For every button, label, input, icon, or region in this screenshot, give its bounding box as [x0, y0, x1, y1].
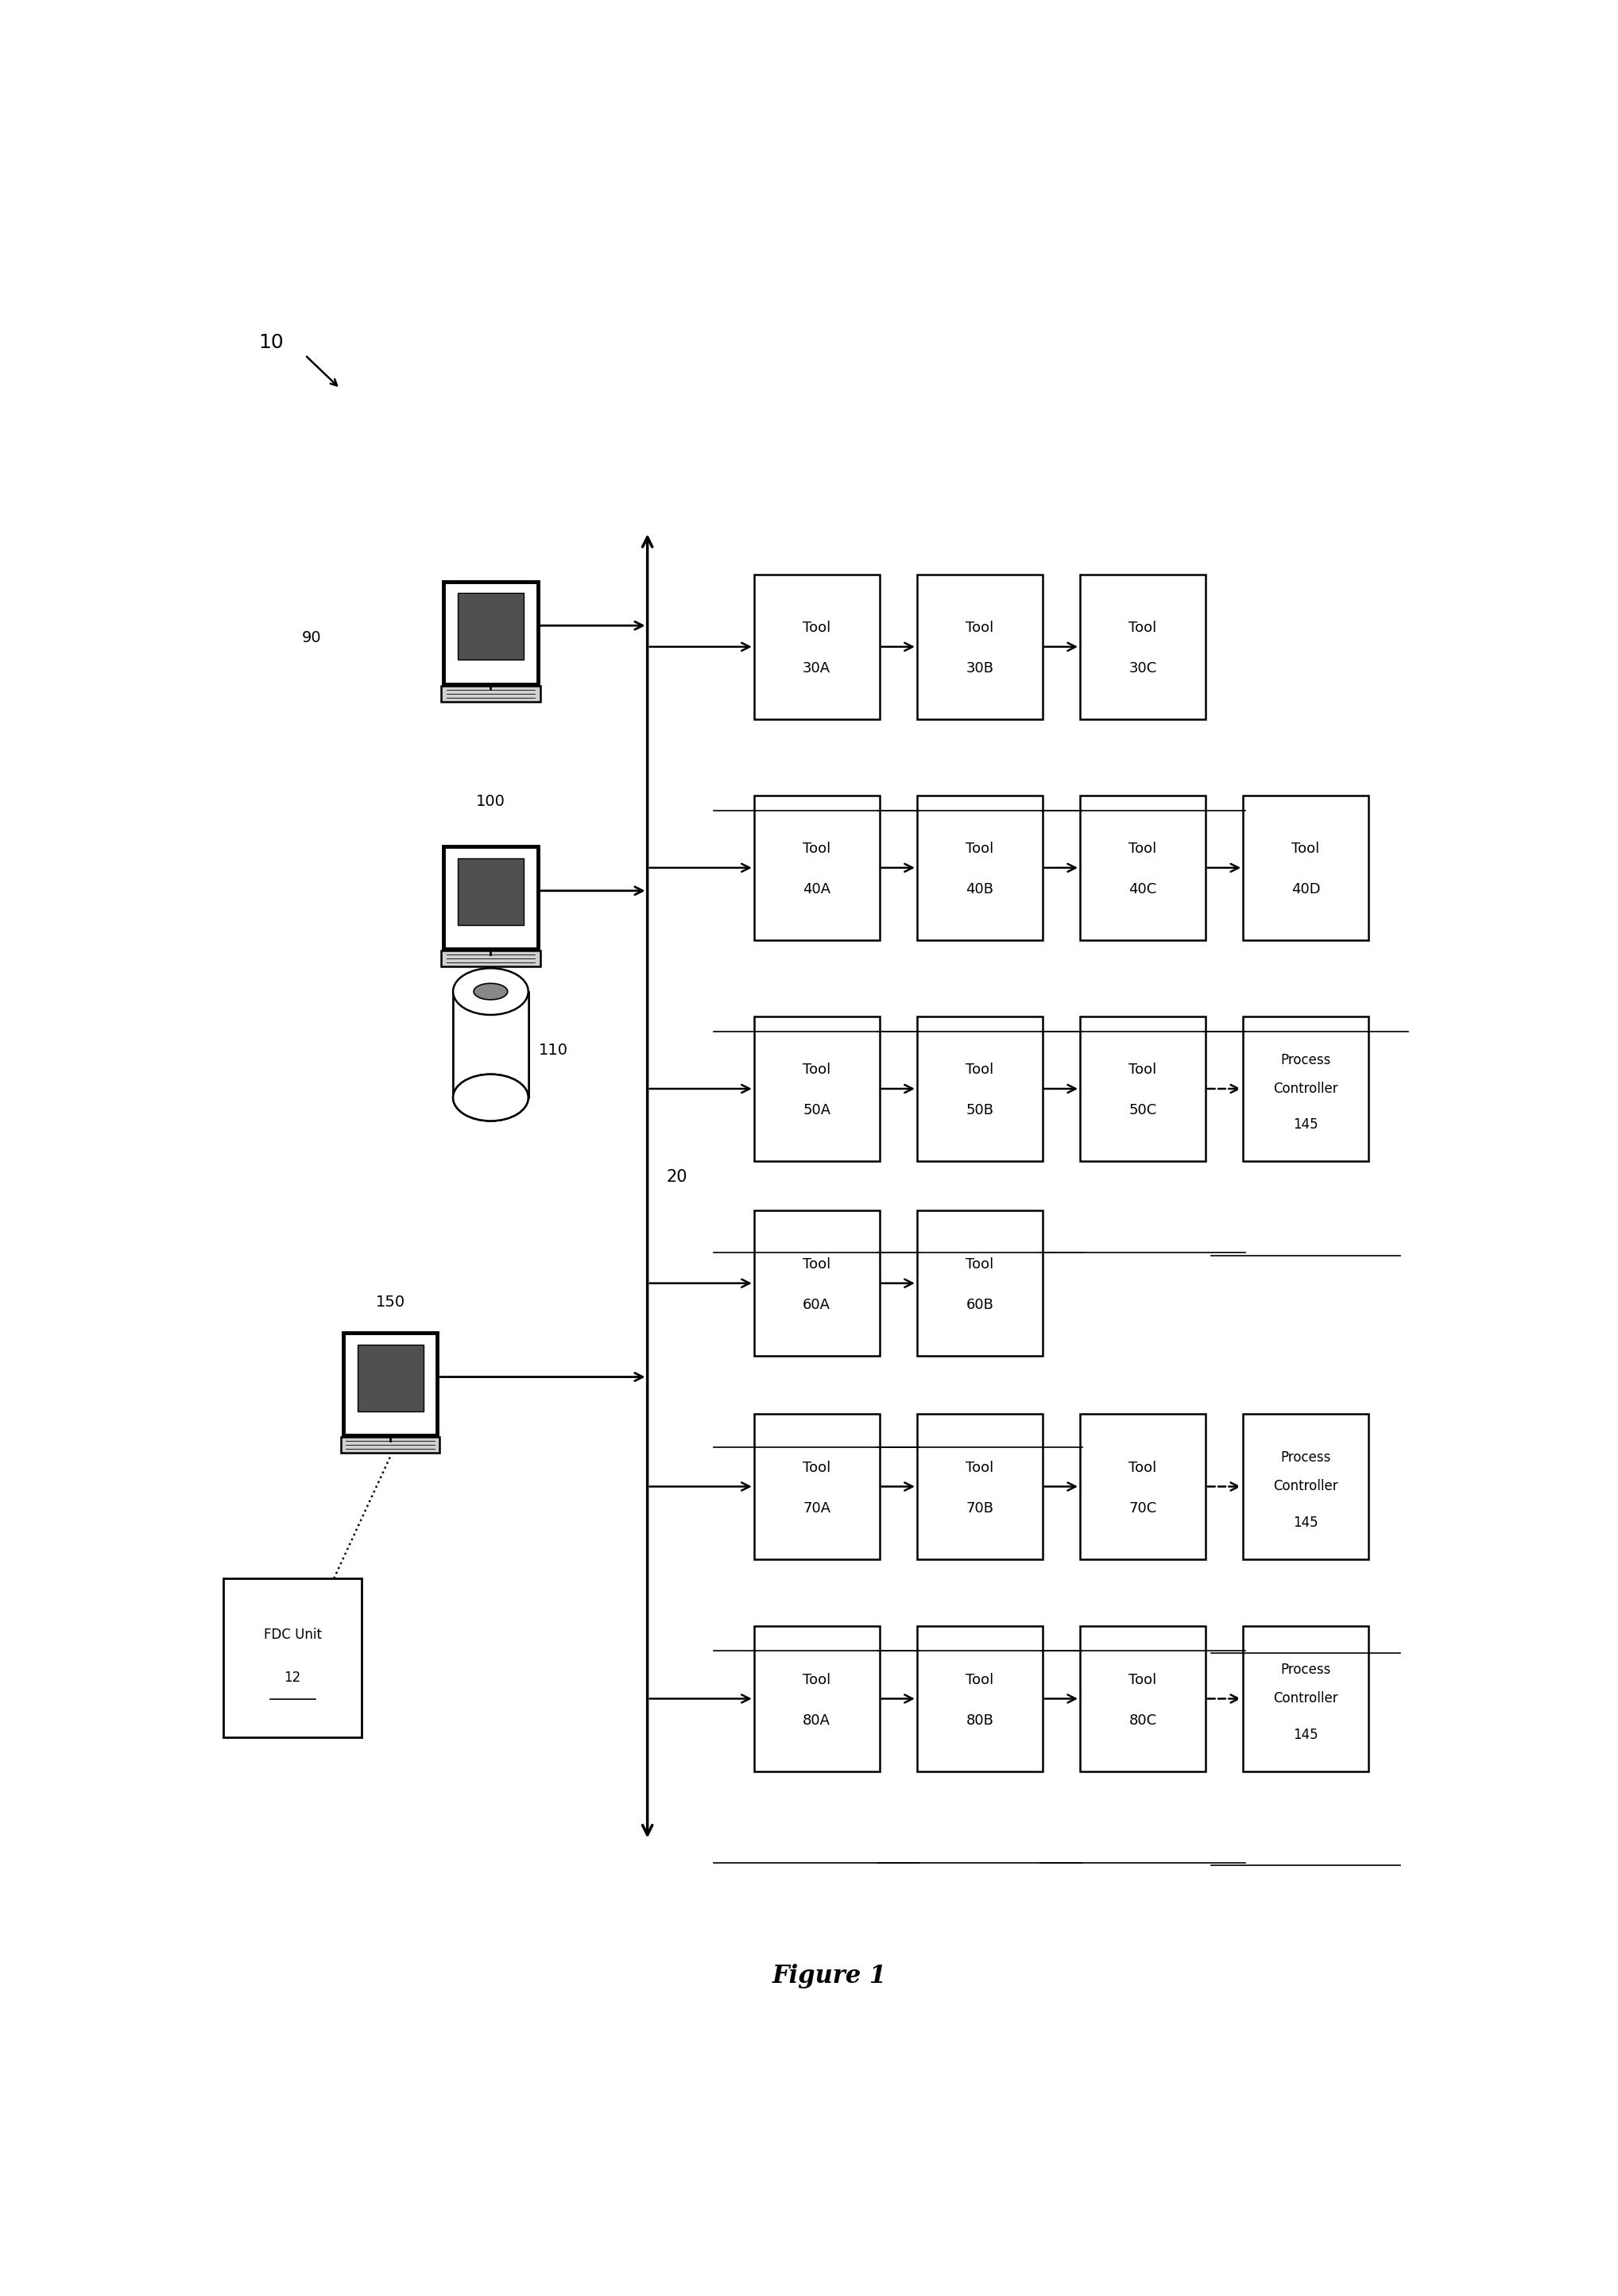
Ellipse shape — [474, 983, 508, 999]
Text: 70B: 70B — [966, 1502, 993, 1515]
Text: 30C: 30C — [1129, 661, 1157, 675]
Ellipse shape — [453, 1075, 527, 1120]
Text: 70A: 70A — [803, 1502, 830, 1515]
Text: Controller: Controller — [1273, 1081, 1338, 1095]
Text: Figure 1: Figure 1 — [772, 1963, 887, 1988]
Bar — [223, 1577, 361, 1738]
Text: Controller: Controller — [1273, 1692, 1338, 1706]
Text: 150: 150 — [375, 1295, 404, 1309]
Text: 100: 100 — [476, 794, 505, 810]
Text: Tool: Tool — [1129, 1460, 1157, 1474]
Bar — [442, 687, 540, 703]
Text: Process: Process — [1280, 1662, 1332, 1676]
Text: Tool: Tool — [1129, 1063, 1157, 1077]
Bar — [1243, 1626, 1369, 1770]
Bar — [1243, 1414, 1369, 1559]
Text: 80C: 80C — [1129, 1713, 1157, 1727]
Text: Controller: Controller — [1273, 1479, 1338, 1495]
Bar — [754, 794, 880, 941]
Text: Tool: Tool — [1129, 620, 1157, 636]
Bar — [754, 1414, 880, 1559]
Bar — [917, 1210, 1042, 1355]
Bar — [917, 1017, 1042, 1162]
Bar — [754, 1626, 880, 1770]
Bar — [341, 1437, 440, 1453]
Bar — [358, 1345, 424, 1412]
Text: Tool: Tool — [803, 620, 830, 636]
Bar — [1081, 1017, 1205, 1162]
Text: 20: 20 — [667, 1169, 688, 1185]
Text: Process: Process — [1280, 1451, 1332, 1465]
Text: Tool: Tool — [803, 1674, 830, 1688]
Text: Tool: Tool — [1291, 843, 1320, 856]
Bar — [453, 992, 527, 1097]
Text: Tool: Tool — [966, 1258, 993, 1272]
Bar — [917, 1414, 1042, 1559]
Text: Tool: Tool — [966, 843, 993, 856]
Text: 70C: 70C — [1129, 1502, 1157, 1515]
Text: 145: 145 — [1293, 1118, 1319, 1132]
Ellipse shape — [453, 1075, 527, 1120]
Text: Tool: Tool — [966, 1460, 993, 1474]
Bar — [917, 794, 1042, 941]
Bar — [1081, 1626, 1205, 1770]
Text: 60B: 60B — [966, 1297, 993, 1311]
Text: Tool: Tool — [803, 843, 830, 856]
Text: 80B: 80B — [966, 1713, 993, 1727]
Text: 40B: 40B — [966, 882, 993, 895]
Text: Tool: Tool — [803, 1258, 830, 1272]
Text: 50A: 50A — [803, 1104, 830, 1118]
Bar — [754, 574, 880, 719]
Bar — [1081, 574, 1205, 719]
Text: 30A: 30A — [803, 661, 830, 675]
Bar — [442, 951, 540, 967]
Text: 145: 145 — [1293, 1727, 1319, 1743]
Bar — [443, 581, 537, 684]
Bar — [1243, 794, 1369, 941]
Bar — [754, 1210, 880, 1355]
Text: 30B: 30B — [966, 661, 993, 675]
Bar — [917, 574, 1042, 719]
Bar — [754, 1017, 880, 1162]
Text: Tool: Tool — [966, 620, 993, 636]
Text: 80A: 80A — [803, 1713, 830, 1727]
Bar — [343, 1332, 437, 1435]
Text: 40D: 40D — [1291, 882, 1320, 895]
Bar — [1243, 1017, 1369, 1162]
Bar — [458, 592, 524, 659]
Text: Tool: Tool — [966, 1674, 993, 1688]
Text: Tool: Tool — [803, 1063, 830, 1077]
Text: 10: 10 — [259, 333, 283, 351]
Text: Process: Process — [1280, 1052, 1332, 1068]
Text: 12: 12 — [285, 1671, 301, 1685]
Text: 145: 145 — [1293, 1515, 1319, 1529]
Bar — [1081, 1414, 1205, 1559]
Ellipse shape — [453, 969, 527, 1015]
Text: Tool: Tool — [1129, 843, 1157, 856]
Text: 50B: 50B — [966, 1104, 993, 1118]
Text: 40A: 40A — [803, 882, 830, 895]
Text: 110: 110 — [539, 1042, 568, 1058]
Text: Tool: Tool — [966, 1063, 993, 1077]
Text: 90: 90 — [303, 631, 322, 645]
Bar — [1081, 794, 1205, 941]
Text: Tool: Tool — [1129, 1674, 1157, 1688]
Bar — [458, 859, 524, 925]
Text: Tool: Tool — [803, 1460, 830, 1474]
Text: 50C: 50C — [1129, 1104, 1157, 1118]
Bar — [443, 847, 537, 948]
Text: 40C: 40C — [1129, 882, 1157, 895]
Bar — [917, 1626, 1042, 1770]
Text: 60A: 60A — [803, 1297, 830, 1311]
Text: FDC Unit: FDC Unit — [264, 1628, 322, 1642]
